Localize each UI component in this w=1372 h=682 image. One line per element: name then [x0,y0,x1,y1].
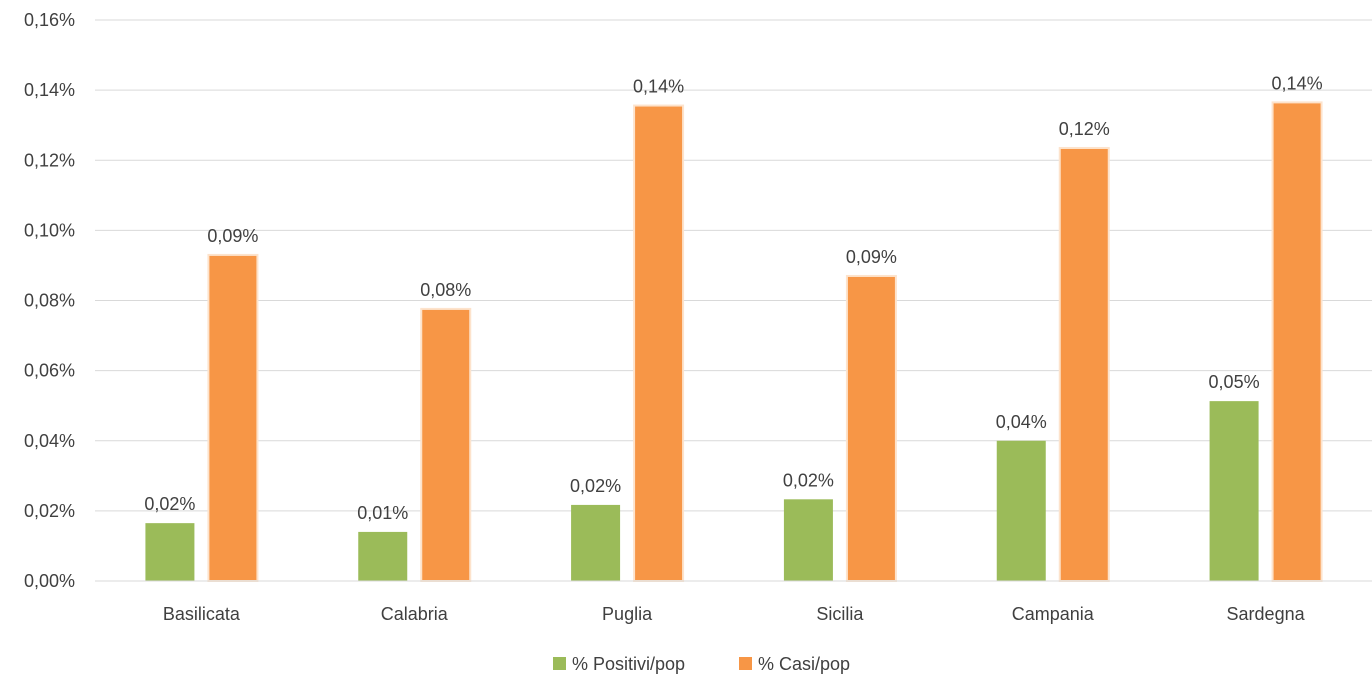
y-tick-label: 0,06% [24,361,75,381]
y-axis-tick-labels: 0,00% 0,02% 0,04% 0,06% 0,08% 0,10% 0,12% 0,14%… [24,10,75,591]
x-category-label: Sicilia [816,604,864,624]
data-labels: 0,02% 0,09% 0,01% 0,08% 0,02% 0,14% 0,02% 0,09%… [144,73,1322,523]
y-tick-label: 0,10% [24,220,75,240]
legend-label: % Positivi/pop [572,654,685,674]
bar-casi-sicilia [845,274,897,582]
data-label: 0,05% [1209,372,1260,392]
y-tick-label: 0,04% [24,431,75,451]
legend-label: % Casi/pop [758,654,850,674]
data-label: 0,02% [570,476,621,496]
data-label: 0,08% [420,280,471,300]
y-tick-label: 0,16% [24,10,75,30]
data-label: 0,14% [633,77,684,97]
y-tick-label: 0,00% [24,571,75,591]
x-category-label: Campania [1012,604,1095,624]
legend-swatch-casi [739,657,752,670]
data-label: 0,01% [357,503,408,523]
bar-positivi-basilicata [145,523,195,581]
bar-positivi-sicilia [783,499,833,581]
bars [145,101,1323,583]
x-category-label: Sardegna [1227,604,1306,624]
data-label: 0,14% [1272,73,1323,93]
y-tick-label: 0,02% [24,501,75,521]
bar-casi-puglia [633,104,685,583]
bar-casi-calabria [420,307,472,582]
y-tick-label: 0,12% [24,150,75,170]
y-tick-label: 0,14% [24,80,75,100]
bar-casi-campania [1058,146,1110,582]
bar-casi-sardegna [1271,101,1323,582]
legend-swatch-positivi [553,657,566,670]
legend: % Positivi/pop % Casi/pop [553,654,850,674]
data-label: 0,12% [1059,119,1110,139]
gridlines [95,19,1372,512]
bar-casi-basilicata [207,253,259,582]
x-axis: Basilicata Calabria Puglia Sicilia Campania S… [95,580,1372,624]
bar-positivi-campania [996,440,1046,581]
x-category-label: Basilicata [163,604,241,624]
data-label: 0,09% [846,247,897,267]
y-tick-label: 0,08% [24,291,75,311]
data-label: 0,02% [783,470,834,490]
data-label: 0,04% [996,412,1047,432]
bar-positivi-calabria [358,531,408,581]
data-label: 0,09% [207,226,258,246]
x-category-label: Calabria [381,604,449,624]
data-label: 0,02% [144,494,195,514]
bar-positivi-puglia [571,504,621,581]
x-category-label: Puglia [602,604,653,624]
bar-positivi-sardegna [1209,401,1259,581]
